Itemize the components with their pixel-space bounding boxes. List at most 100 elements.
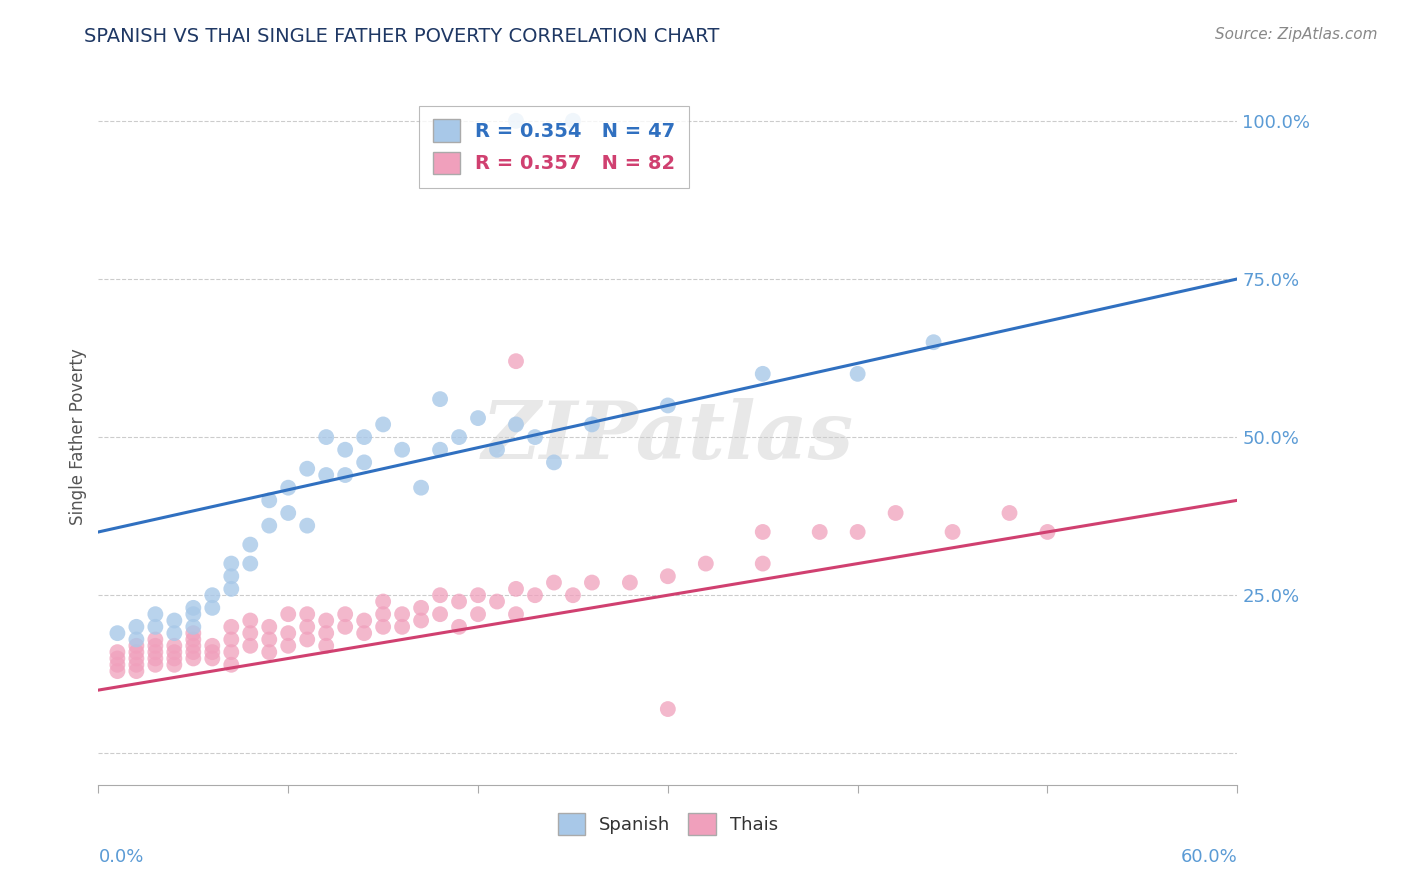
Point xyxy=(505,113,527,128)
Point xyxy=(1036,524,1059,539)
Point xyxy=(486,442,509,457)
Point xyxy=(846,524,869,539)
Point xyxy=(391,620,413,634)
Point xyxy=(125,645,148,659)
Point xyxy=(581,417,603,432)
Point xyxy=(371,607,394,622)
Point xyxy=(125,632,148,647)
Point xyxy=(297,461,319,475)
Point xyxy=(846,367,869,381)
Point xyxy=(998,506,1021,520)
Point xyxy=(449,594,471,608)
Point xyxy=(145,639,167,653)
Point xyxy=(371,594,394,608)
Point xyxy=(107,657,129,672)
Point xyxy=(467,411,489,425)
Text: Source: ZipAtlas.com: Source: ZipAtlas.com xyxy=(1215,27,1378,42)
Text: 60.0%: 60.0% xyxy=(1181,847,1237,865)
Point xyxy=(183,632,205,647)
Point xyxy=(922,335,945,350)
Point xyxy=(429,588,451,602)
Point xyxy=(145,657,167,672)
Point xyxy=(297,518,319,533)
Point xyxy=(619,575,641,590)
Point xyxy=(543,575,565,590)
Point xyxy=(163,657,186,672)
Point xyxy=(277,506,299,520)
Point xyxy=(297,607,319,622)
Point xyxy=(581,575,603,590)
Point xyxy=(183,639,205,653)
Point xyxy=(201,588,224,602)
Point xyxy=(486,594,509,608)
Point xyxy=(183,626,205,640)
Point xyxy=(163,651,186,665)
Point xyxy=(657,702,679,716)
Point xyxy=(657,399,679,413)
Point xyxy=(145,632,167,647)
Point xyxy=(183,607,205,622)
Point xyxy=(163,614,186,628)
Legend: Spanish, Thais: Spanish, Thais xyxy=(547,802,789,846)
Point xyxy=(239,538,262,552)
Point xyxy=(107,651,129,665)
Point xyxy=(391,442,413,457)
Point xyxy=(183,645,205,659)
Point xyxy=(239,639,262,653)
Point xyxy=(259,518,281,533)
Point xyxy=(145,645,167,659)
Point xyxy=(429,442,451,457)
Point xyxy=(201,651,224,665)
Point xyxy=(467,588,489,602)
Text: ZIPatlas: ZIPatlas xyxy=(482,399,853,475)
Point xyxy=(315,468,337,483)
Point xyxy=(335,620,357,634)
Point xyxy=(411,614,433,628)
Point xyxy=(277,607,299,622)
Point xyxy=(277,626,299,640)
Point xyxy=(505,354,527,368)
Point xyxy=(145,651,167,665)
Point xyxy=(125,639,148,653)
Point xyxy=(221,557,243,571)
Point xyxy=(335,468,357,483)
Point xyxy=(752,557,775,571)
Point xyxy=(505,607,527,622)
Point xyxy=(183,620,205,634)
Point xyxy=(429,607,451,622)
Point xyxy=(277,481,299,495)
Point xyxy=(125,651,148,665)
Point xyxy=(259,645,281,659)
Point xyxy=(201,600,224,615)
Point xyxy=(277,639,299,653)
Y-axis label: Single Father Poverty: Single Father Poverty xyxy=(69,349,87,525)
Point xyxy=(657,569,679,583)
Point xyxy=(411,481,433,495)
Point xyxy=(201,645,224,659)
Point xyxy=(315,430,337,444)
Point xyxy=(315,626,337,640)
Point xyxy=(259,620,281,634)
Text: SPANISH VS THAI SINGLE FATHER POVERTY CORRELATION CHART: SPANISH VS THAI SINGLE FATHER POVERTY CO… xyxy=(84,27,720,45)
Point xyxy=(125,620,148,634)
Point xyxy=(353,614,375,628)
Point xyxy=(524,588,547,602)
Point xyxy=(353,430,375,444)
Point xyxy=(239,614,262,628)
Point xyxy=(353,626,375,640)
Point xyxy=(884,506,907,520)
Point xyxy=(107,626,129,640)
Point xyxy=(543,455,565,469)
Point xyxy=(411,600,433,615)
Point xyxy=(467,607,489,622)
Point xyxy=(505,582,527,596)
Point xyxy=(752,367,775,381)
Point xyxy=(505,417,527,432)
Point xyxy=(371,620,394,634)
Point xyxy=(449,620,471,634)
Point xyxy=(221,620,243,634)
Point xyxy=(183,600,205,615)
Point xyxy=(201,639,224,653)
Point xyxy=(239,626,262,640)
Point xyxy=(221,645,243,659)
